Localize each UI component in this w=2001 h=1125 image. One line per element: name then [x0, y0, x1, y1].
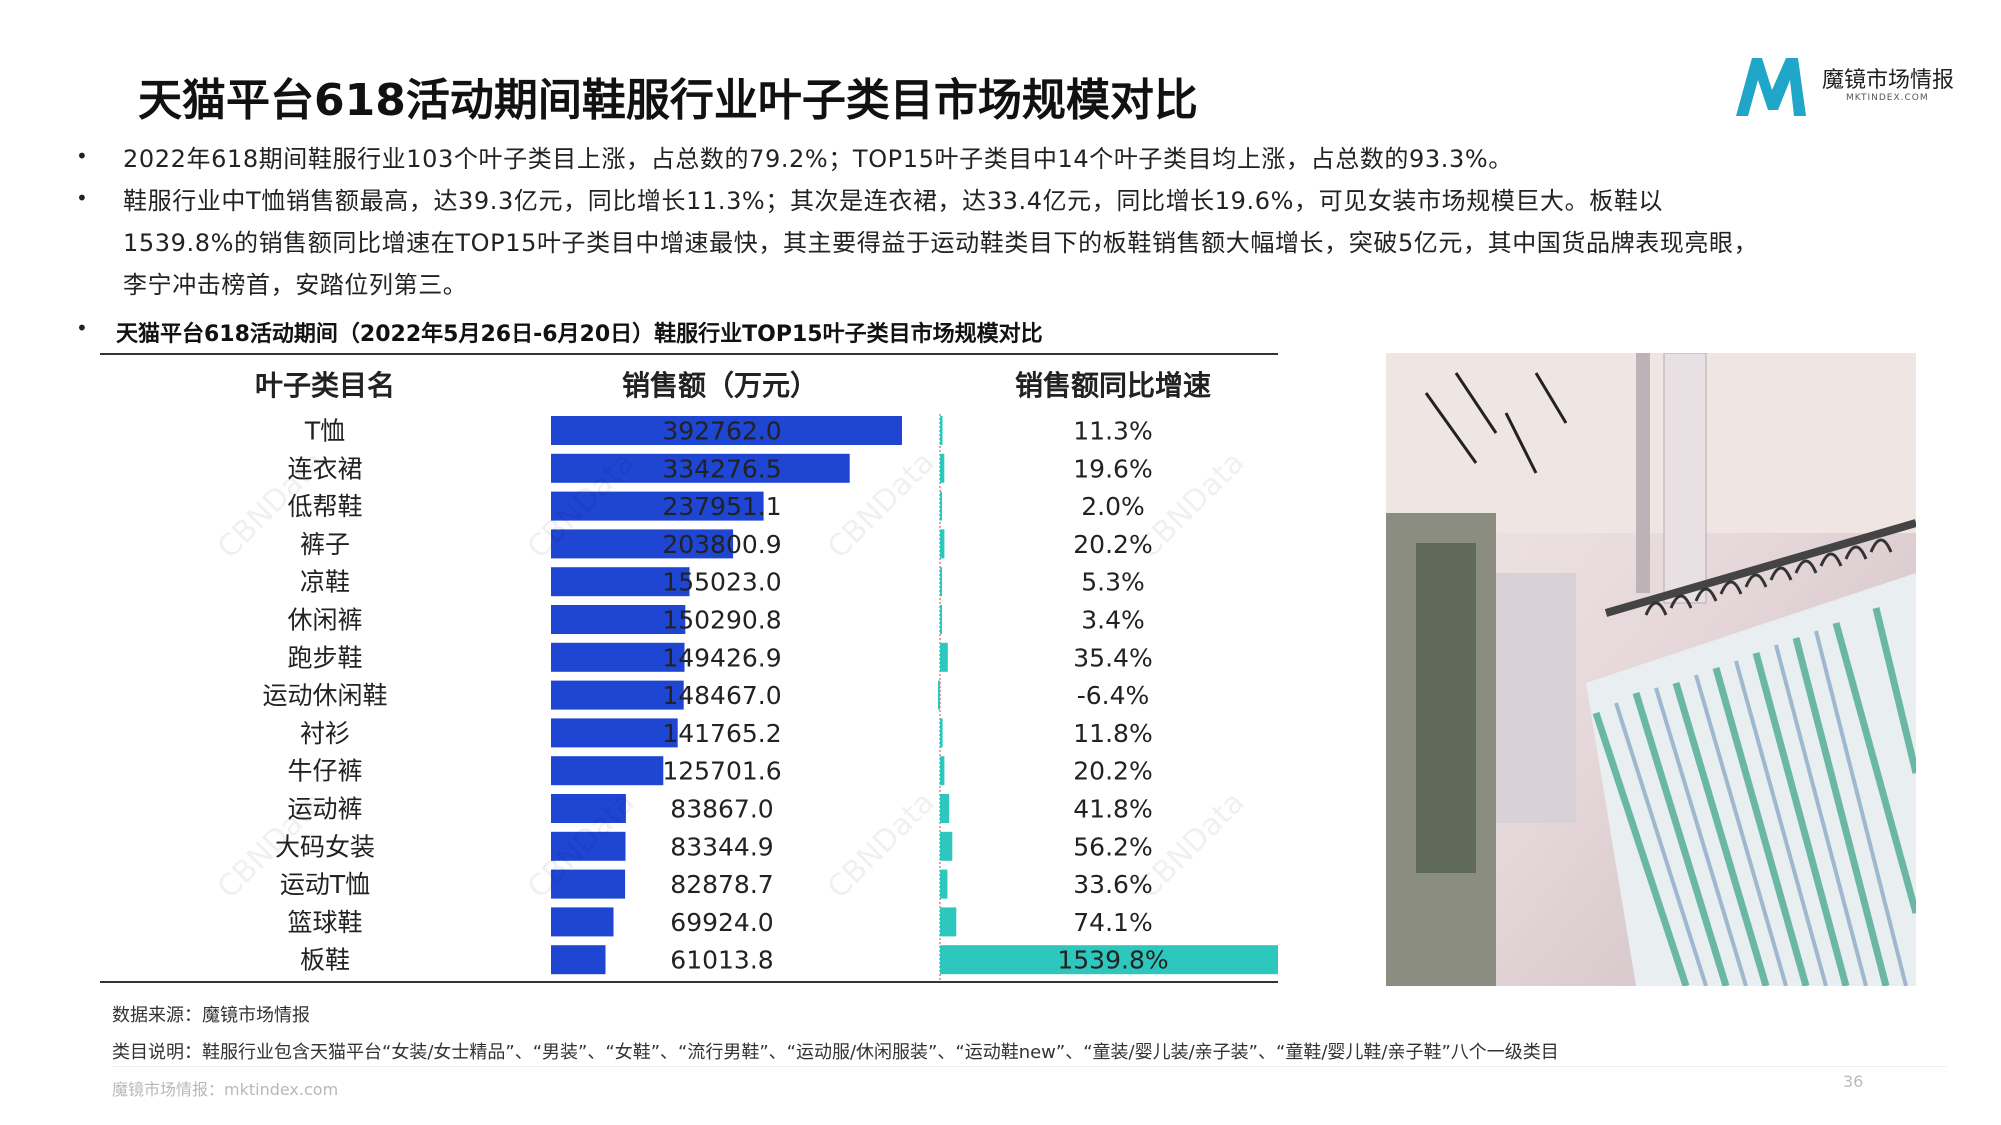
- sales-bar: [551, 831, 626, 861]
- growth-bar: [940, 491, 942, 521]
- category-label: 运动T恤: [280, 870, 370, 899]
- growth-bar: [940, 416, 943, 445]
- growth-value-label: 19.6%: [1073, 454, 1152, 483]
- sales-value-label: 83344.9: [670, 832, 773, 861]
- sales-bar: [551, 605, 686, 634]
- growth-value-label: 11.8%: [1073, 719, 1152, 748]
- category-label: 运动休闲鞋: [262, 681, 387, 710]
- sales-value-label: 334276.5: [662, 454, 781, 483]
- page-title: 天猫平台618活动期间鞋服行业叶子类目市场规模对比: [138, 75, 1198, 126]
- category-label: 连衣裙: [287, 454, 362, 483]
- column-header-sales: 销售额（万元）: [622, 369, 818, 402]
- growth-value-label: 20.2%: [1073, 757, 1152, 786]
- sales-value-label: 155023.0: [662, 568, 781, 597]
- growth-bar: [940, 529, 945, 559]
- growth-bar: [940, 567, 942, 597]
- sales-value-label: 125701.6: [662, 757, 781, 786]
- growth-value-label: 20.2%: [1073, 530, 1152, 559]
- growth-bar: [940, 642, 948, 672]
- footer-website: 魔镜市场情报：mktindex.com: [112, 1080, 339, 1099]
- growth-value-label: 3.4%: [1081, 606, 1145, 635]
- sales-value-label: 69924.0: [670, 908, 773, 937]
- sales-bar: [551, 567, 690, 597]
- bullet-text-2-line3: 李宁冲击榜首，安踏位列第三。: [123, 271, 468, 299]
- bullet-marker: •: [76, 144, 88, 168]
- sales-value-label: 148467.0: [662, 681, 781, 710]
- growth-bar: [940, 869, 948, 899]
- growth-value-label: 41.8%: [1073, 795, 1152, 824]
- sales-bar: [551, 416, 902, 445]
- watermark-text: CBNData: [821, 785, 942, 906]
- growth-value-label: 2.0%: [1081, 492, 1145, 521]
- category-label: 凉鞋: [300, 568, 350, 597]
- growth-value-label: -6.4%: [1077, 681, 1150, 710]
- bullet-marker: •: [76, 316, 88, 340]
- sales-bar: [551, 642, 685, 672]
- growth-value-label: 74.1%: [1073, 908, 1152, 937]
- column-header-growth: 销售额同比增速: [1015, 369, 1211, 402]
- sales-value-label: 203800.9: [662, 530, 781, 559]
- sales-bar: [551, 794, 626, 823]
- growth-value-label: 56.2%: [1073, 832, 1152, 861]
- sales-bar: [551, 945, 606, 975]
- sales-bar: [551, 491, 764, 521]
- sales-bar: [551, 680, 684, 710]
- category-label: 休闲裤: [287, 606, 362, 635]
- category-label: 板鞋: [300, 946, 350, 975]
- growth-value-label: 33.6%: [1073, 870, 1152, 899]
- category-label: 跑步鞋: [287, 643, 362, 672]
- page-number: 36: [1843, 1072, 1864, 1091]
- growth-bar: [940, 907, 957, 937]
- sales-value-label: 149426.9: [662, 643, 781, 672]
- logo-name-en: MKTINDEX.COM: [1846, 93, 1929, 103]
- growth-bar: [940, 756, 945, 786]
- column-header-category: 叶子类目名: [255, 369, 395, 402]
- sales-bar: [551, 453, 850, 483]
- category-label: 裤子: [300, 530, 350, 559]
- category-label: 运动裤: [287, 795, 362, 824]
- sales-value-label: 83867.0: [670, 795, 773, 824]
- category-explain-note: 类目说明：鞋服行业包含天猫平台“女装/女士精品”、“男装”、“女鞋”、“流行男鞋…: [112, 1042, 1559, 1063]
- growth-bar: [940, 831, 953, 861]
- sales-bar: [551, 756, 664, 786]
- growth-bar: [940, 794, 950, 823]
- growth-bar: [940, 453, 945, 483]
- sales-value-label: 61013.8: [670, 946, 773, 975]
- growth-value-label: 1539.8%: [1057, 946, 1168, 975]
- growth-value-label: 35.4%: [1073, 643, 1152, 672]
- data-source-note: 数据来源：魔镜市场情报: [112, 1005, 310, 1026]
- logo-m-icon: [1736, 58, 1806, 116]
- footer-divider: [112, 1066, 1946, 1067]
- bullet-text-2-line2: 1539.8%的销售额同比增速在TOP15叶子类目中增速最快，其主要得益于运动鞋…: [123, 229, 1759, 257]
- category-label: 低帮鞋: [287, 492, 362, 521]
- sales-bar: [551, 907, 614, 937]
- bullet-marker: •: [76, 186, 88, 210]
- mktindex-logo: [1736, 58, 1806, 116]
- sales-value-label: 141765.2: [662, 719, 781, 748]
- clothing-rack-photo: [1386, 353, 1916, 986]
- category-label: T恤: [304, 417, 345, 446]
- sales-value-label: 392762.0: [662, 417, 781, 446]
- category-label: 衬衫: [300, 719, 350, 748]
- category-label: 大码女装: [275, 832, 375, 861]
- sales-value-label: 82878.7: [670, 870, 773, 899]
- logo-name-cn: 魔镜市场情报: [1822, 68, 1955, 93]
- sales-value-label: 237951.1: [662, 492, 781, 521]
- growth-bar: [940, 718, 943, 748]
- category-label: 牛仔裤: [287, 757, 362, 786]
- growth-bar: [938, 680, 940, 710]
- chart-title: 天猫平台618活动期间（2022年5月26日-6月20日）鞋服行业TOP15叶子…: [116, 322, 1043, 347]
- category-label: 篮球鞋: [287, 908, 362, 937]
- growth-value-label: 5.3%: [1081, 568, 1145, 597]
- bullet-text-2: 鞋服行业中T恤销售额最高，达39.3亿元，同比增长11.3%；其次是连衣裙，达3…: [123, 187, 1664, 215]
- growth-bar: [940, 945, 1278, 975]
- sales-bar: [551, 869, 626, 899]
- bullet-text-1: 2022年618期间鞋服行业103个叶子类目上涨，占总数的79.2%；TOP15…: [123, 145, 1513, 173]
- growth-bar: [940, 605, 942, 634]
- sales-bar: [551, 718, 678, 748]
- sales-bar: [551, 529, 734, 559]
- growth-value-label: 11.3%: [1073, 417, 1152, 446]
- sales-value-label: 150290.8: [662, 606, 781, 635]
